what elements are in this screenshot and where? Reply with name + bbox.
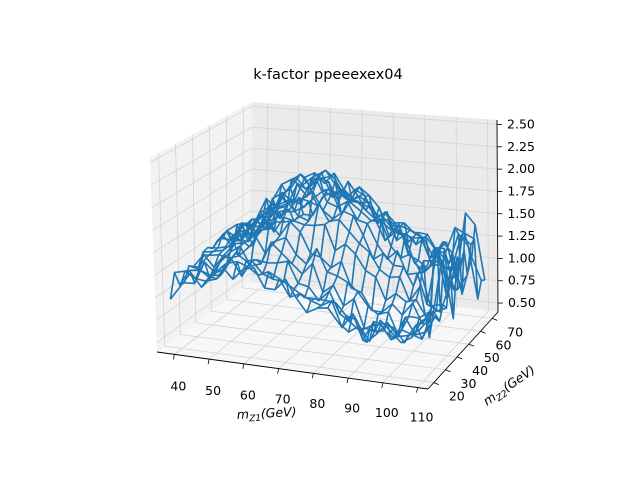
surface-column-line [316, 194, 390, 309]
surface-column-line [410, 224, 476, 341]
grid-line-y [158, 153, 434, 383]
grid-line-y [209, 125, 469, 345]
grid-line-x [417, 119, 489, 388]
x-axis-label-unit: (GeV) [260, 404, 296, 421]
chart-title: k-factor ppeeexex04 [253, 67, 402, 83]
z-axis-line [496, 119, 499, 313]
x-tick-label: 40 [170, 378, 186, 393]
x-tick-label: 80 [309, 396, 325, 411]
x-axis-label-main: m [236, 406, 249, 422]
surface-column-line [295, 189, 371, 299]
x-tick-label: 70 [275, 392, 291, 407]
grid-line-x [208, 105, 300, 360]
y-tick-mark [492, 318, 498, 321]
z-tick-label: 1.00 [508, 250, 536, 265]
x-tick-mark [277, 368, 279, 374]
z-tick-label: 2.25 [507, 139, 535, 154]
surface-column-line [327, 206, 400, 315]
grid-line-y [192, 134, 458, 358]
x-tick-mark [207, 359, 210, 365]
x-tick-mark [416, 387, 418, 393]
grid-line-z [153, 189, 498, 254]
grid-line-z [150, 126, 498, 186]
y-axis-line [427, 311, 499, 390]
x-tick-mark [381, 382, 384, 388]
z-tick-label: 1.50 [507, 206, 535, 221]
z-tick-label: 2.00 [507, 161, 535, 176]
grid-line-y [226, 115, 481, 332]
grid-line-z [151, 147, 498, 208]
x-tick-label: 100 [375, 405, 399, 420]
x-tick-label: 60 [240, 387, 256, 402]
z-tick-label: 1.25 [508, 228, 536, 243]
grid-line-x [347, 114, 426, 379]
x-tick-label: 90 [344, 401, 360, 416]
z-tick-label: 0.75 [508, 273, 536, 288]
grid-line-z [149, 105, 498, 163]
tick-labels: 40 50 60 70 80 90 100 1102030405060700.500.751.… [170, 116, 535, 424]
x-tick-mark [311, 373, 314, 379]
y-tick-mark [480, 330, 486, 334]
surface-column-line [179, 222, 266, 287]
surface-wireframe [169, 169, 486, 344]
y-tick-label: 40 [472, 363, 488, 378]
surface-column-line [306, 186, 381, 313]
z-tick-label: 2.50 [507, 116, 535, 131]
surface-column-line [263, 177, 343, 289]
x-axis-label: mZ1(GeV) [236, 404, 297, 425]
y-tick-label: 70 [507, 324, 523, 339]
surface-column-line [379, 241, 447, 341]
y-tick-mark [468, 343, 474, 347]
z-tick-label: 0.50 [508, 295, 536, 310]
grid-line-y [175, 143, 446, 371]
surface-column-line [358, 233, 428, 343]
grid-line-z [155, 252, 498, 321]
x-axis-label-sub: Z1 [248, 414, 261, 425]
y-tick-mark [445, 369, 451, 373]
x-tick-label: 110 [410, 410, 434, 425]
surface-column-line [221, 194, 305, 268]
x-tick-mark [172, 354, 175, 360]
y-tick-label: 20 [449, 389, 465, 404]
x-tick-label: 50 [205, 383, 221, 398]
surface-column-line [368, 235, 438, 342]
y-tick-label: 50 [484, 350, 500, 365]
z-tick-label: 1.75 [507, 183, 535, 198]
grid-line-x [382, 116, 458, 384]
surface-column-line [232, 183, 314, 280]
svg-text:mZ1(GeV): mZ1(GeV) [236, 404, 297, 425]
y-tick-label: 60 [496, 337, 512, 352]
surface-column-line [422, 238, 485, 323]
y-tick-mark [457, 356, 463, 360]
y-tick-mark [433, 382, 439, 385]
grid-line-z [152, 168, 498, 231]
surface-column-line [284, 178, 361, 298]
surface-column-line [211, 197, 295, 280]
y-tick-label: 30 [461, 376, 477, 391]
x-tick-mark [242, 363, 245, 369]
surface-column-line [337, 220, 410, 329]
surface-column-line [400, 212, 467, 344]
x-tick-mark [346, 378, 349, 384]
grid-line-z [154, 210, 498, 276]
